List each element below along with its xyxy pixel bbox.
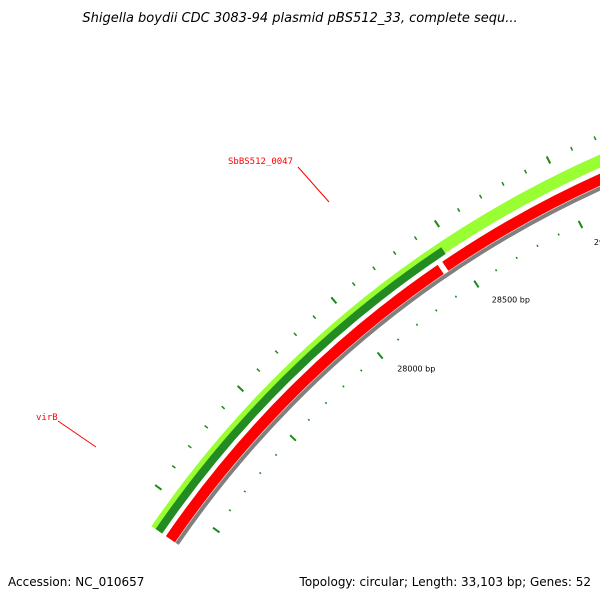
scale-tick xyxy=(433,219,441,228)
scale-tick xyxy=(376,351,384,360)
scale-tick xyxy=(293,332,298,337)
scale-tick xyxy=(413,236,418,241)
scale-tick xyxy=(289,434,297,442)
scale-tick xyxy=(515,256,518,260)
map-title: Shigella boydii CDC 3083-94 plasmid pBS5… xyxy=(82,11,518,26)
scale-tick xyxy=(392,250,397,256)
virb-gene-feature xyxy=(155,247,446,534)
scale-label: 28000 bp xyxy=(397,365,435,374)
inner-tick-marks xyxy=(212,220,584,534)
scale-tick xyxy=(259,471,262,475)
scale-tick xyxy=(360,369,363,372)
scale-tick xyxy=(204,425,209,429)
scale-tick xyxy=(372,266,376,271)
scale-tick xyxy=(221,405,226,410)
scale-tick xyxy=(212,526,221,534)
scale-tick xyxy=(593,136,597,141)
outer-tick-marks xyxy=(154,136,597,491)
scale-tick xyxy=(494,269,498,272)
scale-tick xyxy=(342,385,345,388)
gene-label-leader xyxy=(297,166,330,203)
scale-tick xyxy=(351,282,356,287)
scale-label: 28500 bp xyxy=(492,296,530,305)
scale-tick xyxy=(473,280,480,288)
scale-tick xyxy=(236,385,245,393)
scale-tick xyxy=(274,453,278,457)
topology-stats-text: Topology: circular; Length: 33,103 bp; G… xyxy=(299,575,591,589)
scale-tick xyxy=(330,296,338,305)
scale-tick xyxy=(501,181,505,186)
scale-tick xyxy=(307,418,311,422)
scale-tick xyxy=(536,244,539,248)
scale-tick xyxy=(396,338,400,341)
scale-tick xyxy=(415,323,419,327)
scale-label: 29000 bp xyxy=(594,238,600,247)
scale-tick xyxy=(454,295,458,298)
scale-tick xyxy=(570,146,574,151)
accession-text: Accession: NC_010657 xyxy=(8,575,145,589)
scale-tick xyxy=(435,309,438,312)
backbone-ring xyxy=(175,186,600,545)
scale-tick xyxy=(228,509,232,512)
scale-tick xyxy=(545,155,552,164)
scale-tick xyxy=(577,220,584,229)
scale-tick xyxy=(243,490,247,493)
scale-tick xyxy=(523,169,528,174)
scale-tick xyxy=(154,484,163,491)
reverse-strand-feature xyxy=(442,173,600,271)
gene-label-virb[interactable]: virB xyxy=(36,413,58,423)
scale-tick xyxy=(312,315,317,320)
scale-tick xyxy=(324,401,328,405)
reverse-strand-feature xyxy=(165,264,444,543)
gene-label-sbbs512-0047[interactable]: SbBS512_0047 xyxy=(228,157,293,167)
scale-tick xyxy=(456,207,461,213)
gene-label-leader xyxy=(57,420,97,448)
scale-tick xyxy=(274,350,279,354)
scale-tick xyxy=(171,465,176,469)
scale-tick xyxy=(557,233,560,236)
scale-tick xyxy=(256,368,261,373)
scale-tick xyxy=(187,444,192,449)
scale-tick xyxy=(478,194,483,199)
